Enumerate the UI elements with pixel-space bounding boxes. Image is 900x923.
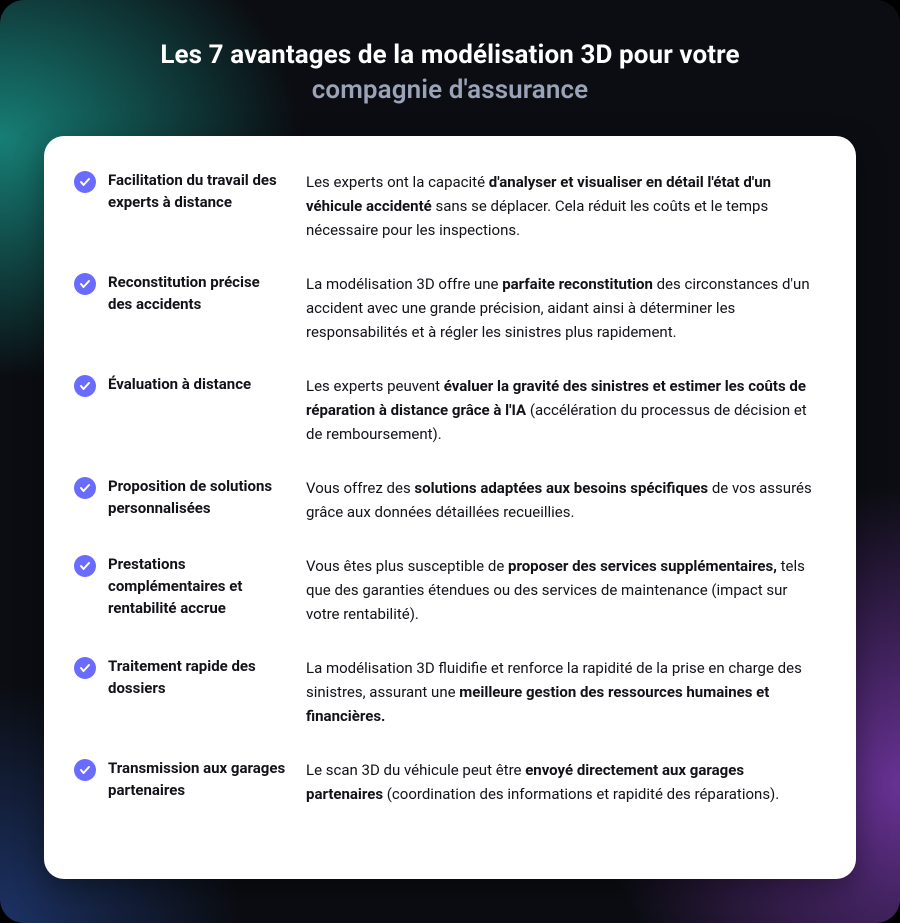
infographic-frame: Les 7 avantages de la modélisation 3D po… bbox=[0, 0, 900, 923]
item-description: La modélisation 3D offre une parfaite re… bbox=[306, 272, 818, 344]
item-left: Traitement rapide des dossiers bbox=[74, 656, 286, 700]
item-description: Vous êtes plus susceptible de proposer d… bbox=[306, 554, 818, 626]
item-description: Vous offrez des solutions adaptées aux b… bbox=[306, 476, 818, 524]
list-item: Traitement rapide des dossiers La modéli… bbox=[74, 656, 818, 728]
item-label: Évaluation à distance bbox=[108, 374, 251, 396]
list-item: Proposition de solutions personnalisées … bbox=[74, 476, 818, 524]
item-label: Prestations complémentaires et rentabili… bbox=[108, 554, 286, 619]
item-label: Traitement rapide des dossiers bbox=[108, 656, 286, 700]
list-item: Évaluation à distance Les experts peuven… bbox=[74, 374, 818, 446]
list-item: Transmission aux garages partenaires Le … bbox=[74, 758, 818, 806]
item-description: Les experts ont la capacité d'analyser e… bbox=[306, 170, 818, 242]
item-description: Le scan 3D du véhicule peut être envoyé … bbox=[306, 758, 818, 806]
item-description: La modélisation 3D fluidifie et renforce… bbox=[306, 656, 818, 728]
item-left: Évaluation à distance bbox=[74, 374, 286, 397]
content-card: Facilitation du travail des experts à di… bbox=[44, 136, 856, 879]
item-left: Reconstitution précise des accidents bbox=[74, 272, 286, 316]
item-label: Proposition de solutions personnalisées bbox=[108, 476, 286, 520]
item-left: Proposition de solutions personnalisées bbox=[74, 476, 286, 520]
item-left: Facilitation du travail des experts à di… bbox=[74, 170, 286, 214]
check-icon bbox=[74, 171, 96, 193]
title-line-1: Les 7 avantages de la modélisation 3D po… bbox=[160, 40, 739, 70]
item-left: Prestations complémentaires et rentabili… bbox=[74, 554, 286, 619]
check-icon bbox=[74, 555, 96, 577]
item-label: Transmission aux garages partenaires bbox=[108, 758, 286, 802]
check-icon bbox=[74, 477, 96, 499]
page-title: Les 7 avantages de la modélisation 3D po… bbox=[44, 38, 856, 108]
check-icon bbox=[74, 375, 96, 397]
item-description: Les experts peuvent évaluer la gravité d… bbox=[306, 374, 818, 446]
list-item: Prestations complémentaires et rentabili… bbox=[74, 554, 818, 626]
check-icon bbox=[74, 273, 96, 295]
list-item: Facilitation du travail des experts à di… bbox=[74, 170, 818, 242]
check-icon bbox=[74, 657, 96, 679]
item-label: Facilitation du travail des experts à di… bbox=[108, 170, 286, 214]
item-left: Transmission aux garages partenaires bbox=[74, 758, 286, 802]
item-label: Reconstitution précise des accidents bbox=[108, 272, 286, 316]
check-icon bbox=[74, 759, 96, 781]
title-line-2: compagnie d'assurance bbox=[312, 75, 589, 105]
list-item: Reconstitution précise des accidents La … bbox=[74, 272, 818, 344]
